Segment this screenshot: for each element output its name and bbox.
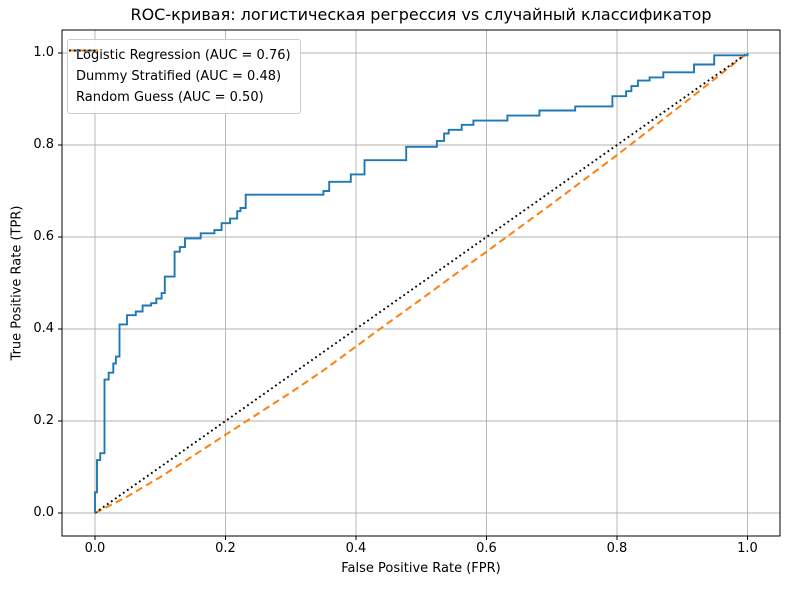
legend-entry: Dummy Stratified (AUC = 0.48) — [69, 49, 291, 87]
x-tick-label: 0.8 — [606, 541, 628, 556]
curve-dotted-series-2 — [94, 52, 749, 514]
legend: Logistic Regression (AUC = 0.76) Dummy St… — [67, 39, 301, 114]
curve-solid-series-0 — [94, 53, 749, 513]
x-tick-label: 1.0 — [737, 541, 758, 556]
axes-spines — [61, 29, 781, 537]
legend-label: Random Guess (AUC = 0.50) — [76, 90, 264, 105]
chart-title: ROC-кривая: логистическая регрессия vs с… — [130, 5, 712, 24]
legend-line-swatch — [69, 49, 98, 52]
y-tick-label: 1.0 — [33, 45, 54, 60]
legend-label: Dummy Stratified (AUC = 0.48) — [76, 69, 282, 84]
x-tick-label: 0.0 — [84, 541, 106, 556]
legend-line-swatch — [69, 49, 98, 52]
legend-entry: Random Guess (AUC = 0.50) — [69, 49, 291, 108]
y-tick-label: 0.8 — [33, 137, 54, 152]
x-tick-label: 0.6 — [476, 541, 497, 556]
y-tick-label: 0.2 — [33, 413, 54, 428]
y-tick-label: 0.6 — [33, 229, 54, 244]
y-tick-label: 0.4 — [33, 321, 54, 336]
y-tick-label: 0.0 — [33, 505, 54, 520]
x-tick-label: 0.2 — [215, 541, 236, 556]
x-tick-label: 0.4 — [345, 541, 367, 556]
legend-label: Logistic Regression (AUC = 0.76) — [76, 48, 291, 63]
legend-entry: Logistic Regression (AUC = 0.76) — [69, 45, 291, 66]
x-axis-label: False Positive Rate (FPR) — [341, 561, 501, 576]
